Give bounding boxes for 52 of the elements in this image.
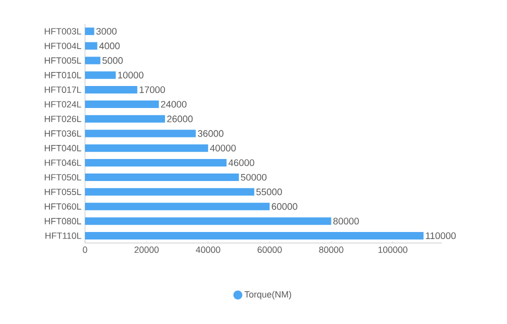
bar xyxy=(85,28,94,36)
data-label: 3000 xyxy=(96,28,117,35)
bar xyxy=(85,71,116,79)
y-tick-label: HFT050L xyxy=(44,174,82,180)
data-label: 17000 xyxy=(140,86,165,94)
bar xyxy=(85,100,159,108)
x-tick-label: 60000 xyxy=(258,246,282,253)
y-tick-label: HFT055L xyxy=(44,188,82,196)
data-label: 26000 xyxy=(167,116,193,122)
bar xyxy=(85,188,254,196)
bar xyxy=(85,217,332,225)
data-label: 24000 xyxy=(161,100,186,108)
data-label: 5000 xyxy=(102,57,123,64)
y-tick-label: HFT010L xyxy=(44,72,82,78)
x-tick-label: 80000 xyxy=(319,246,344,253)
bar xyxy=(85,144,208,152)
bar xyxy=(85,202,270,210)
data-label: 36000 xyxy=(198,130,224,137)
y-tick-label: HFT017L xyxy=(44,86,82,93)
y-tick-label: HFT005L xyxy=(44,57,82,64)
x-tick-label: 0 xyxy=(82,246,88,253)
data-label: 60000 xyxy=(272,203,298,210)
y-tick-label: HFT024L xyxy=(44,101,82,108)
data-label: 46000 xyxy=(228,159,254,166)
bar xyxy=(85,232,424,240)
bar xyxy=(85,56,100,64)
y-tick-label: HFT003L xyxy=(44,28,82,34)
data-label: 4000 xyxy=(99,42,120,50)
x-tick-label: 40000 xyxy=(196,246,220,253)
y-tick-label: HFT040L xyxy=(44,144,82,152)
bar xyxy=(85,174,239,182)
x-tick-label: 100000 xyxy=(378,246,408,253)
y-tick-label: HFT110L xyxy=(46,232,82,239)
bar xyxy=(85,130,196,138)
bar xyxy=(85,158,227,166)
y-tick-label: HFT026L xyxy=(44,116,82,122)
data-label: 80000 xyxy=(333,218,359,224)
data-label: 40000 xyxy=(210,144,236,152)
y-tick-label: HFT060L xyxy=(44,203,82,210)
bar xyxy=(85,115,166,123)
y-tick-label: HFT080L xyxy=(44,218,82,224)
legend-label: Torque(NM) xyxy=(244,290,292,300)
data-label: 50000 xyxy=(240,174,267,181)
data-label: 10000 xyxy=(118,72,144,78)
data-label: 55000 xyxy=(256,188,282,196)
data-label: 110000 xyxy=(426,232,456,240)
y-tick-label: HFT004L xyxy=(44,42,82,50)
x-tick-label: 20000 xyxy=(134,246,159,253)
y-tick-label: HFT046L xyxy=(44,160,82,166)
y-tick-label: HFT036L xyxy=(44,130,82,137)
bar xyxy=(85,86,138,94)
bar xyxy=(85,42,98,50)
